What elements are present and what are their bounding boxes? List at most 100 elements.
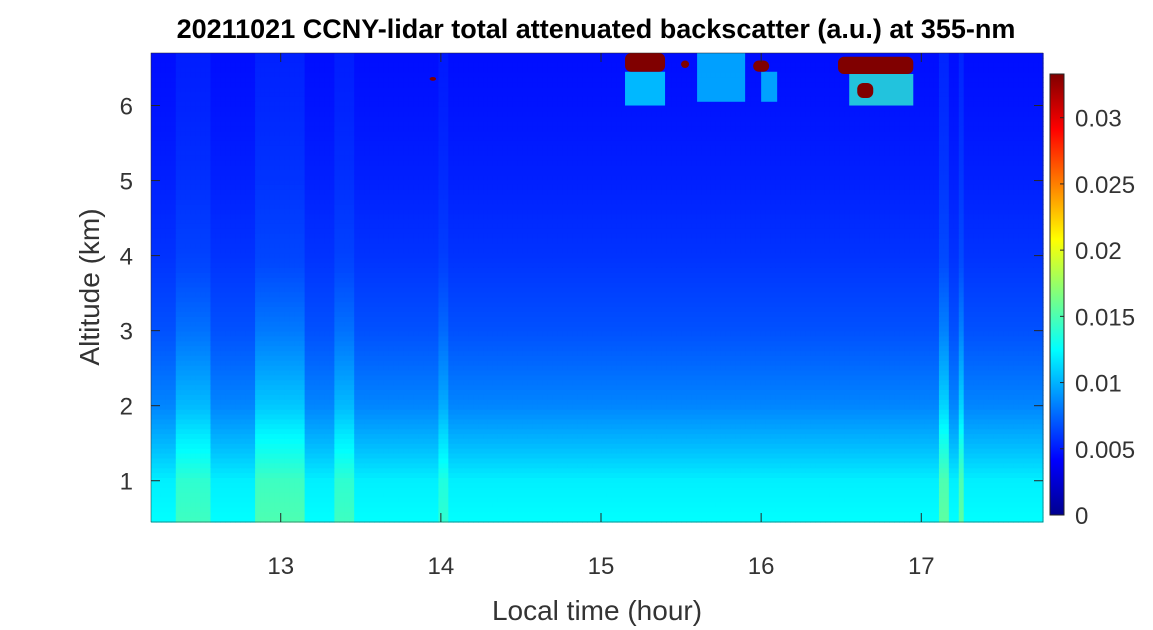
heatmap-cell (572, 57, 578, 64)
heatmap-cell (691, 126, 697, 132)
heatmap-cell (562, 53, 568, 59)
heatmap-cell (433, 116, 440, 122)
heatmap-cell (710, 106, 717, 113)
heatmap-cell (473, 155, 479, 162)
heatmap-cell (839, 87, 846, 93)
heatmap-cell (810, 126, 816, 132)
heatmap-cell (547, 150, 553, 157)
heatmap-cell (443, 160, 449, 166)
heatmap-cell (205, 140, 212, 147)
heatmap-cell (497, 106, 504, 113)
heatmap-cell (205, 62, 212, 69)
heatmap-cell (696, 131, 702, 137)
heatmap-cell (344, 175, 350, 181)
heatmap-cell (507, 67, 514, 74)
heatmap-cell (180, 72, 187, 79)
heatmap-cell (785, 72, 791, 79)
heatmap-cell (458, 184, 464, 191)
heatmap-cell (1008, 145, 1014, 152)
heatmap-cell (284, 160, 291, 166)
heatmap-cell (557, 140, 563, 147)
heatmap-cell (948, 136, 955, 142)
heatmap-cell (592, 140, 598, 147)
heatmap-cell (304, 165, 311, 171)
heatmap-cell (775, 121, 781, 127)
heatmap-cell (319, 111, 326, 118)
heatmap-cell (175, 140, 182, 147)
heatmap-cell (160, 165, 167, 171)
heatmap-cell (710, 131, 717, 137)
heatmap-cell (715, 106, 722, 113)
heatmap-cell (269, 53, 276, 59)
heatmap-cell (582, 180, 588, 186)
heatmap-cell (780, 131, 786, 137)
heatmap-cell (393, 126, 400, 132)
heatmap-cell (676, 150, 682, 157)
heatmap-cell (1008, 116, 1014, 122)
heatmap-cell (547, 57, 553, 64)
heatmap-cell (611, 121, 618, 127)
heatmap-cell (383, 175, 390, 181)
heatmap-cell (924, 111, 930, 118)
heatmap-cell (478, 126, 484, 132)
heatmap-cell (473, 57, 479, 64)
heatmap-cell (666, 126, 672, 132)
heatmap-cell (740, 111, 747, 118)
heatmap-cell (681, 165, 687, 171)
heatmap-cell (279, 92, 286, 98)
heatmap-cell (537, 140, 544, 147)
heatmap-cell (527, 175, 534, 181)
heatmap-cell (715, 101, 722, 108)
heatmap-cell (676, 67, 682, 74)
heatmap-cell (988, 77, 995, 83)
heatmap-cell (334, 82, 340, 88)
heatmap-cell (225, 170, 231, 176)
heatmap-cell (686, 170, 692, 176)
heatmap-cell (369, 57, 375, 64)
heatmap-cell (403, 96, 410, 103)
heatmap-cell (155, 57, 162, 64)
heatmap-cell (374, 126, 380, 132)
heatmap-cell (621, 145, 628, 152)
heatmap-cell (874, 106, 881, 113)
heatmap-cell (606, 150, 613, 157)
heatmap-cell (309, 116, 316, 122)
heatmap-cell (250, 136, 256, 142)
heatmap-cell (929, 131, 935, 137)
heatmap-cell (284, 96, 291, 103)
heatmap-cell (473, 92, 479, 98)
heatmap-cell (220, 53, 226, 59)
heatmap-cell (661, 180, 667, 186)
heatmap-cell (195, 101, 202, 108)
heatmap-cell (820, 77, 826, 83)
heatmap-cell (483, 140, 489, 147)
heatmap-cell (378, 92, 385, 98)
heatmap-cell (829, 96, 836, 103)
heatmap-cell (839, 145, 846, 152)
heatmap-cell (1023, 57, 1029, 64)
heatmap-cell (651, 126, 658, 132)
heatmap-cell (849, 145, 856, 152)
heatmap-cell (983, 145, 990, 152)
heatmap-cell (507, 57, 514, 64)
heatmap-cell (800, 111, 806, 118)
heatmap-cell (299, 82, 306, 88)
heatmap-cell (349, 53, 355, 59)
heatmap-cell (735, 155, 742, 162)
heatmap-cell (378, 62, 385, 69)
heatmap-cell (933, 170, 940, 176)
heatmap-cell (661, 170, 667, 176)
heatmap-cell (428, 145, 435, 152)
heatmap-cell (765, 145, 772, 152)
heatmap-cell (601, 145, 608, 152)
heatmap-cell (720, 150, 727, 157)
heatmap-cell (279, 121, 286, 127)
heatmap-cell (165, 165, 172, 171)
heatmap-cell (651, 175, 658, 181)
heatmap-cell (943, 111, 950, 118)
heatmap-cell (329, 77, 335, 83)
heatmap-cell (701, 116, 707, 122)
heatmap-cell (552, 53, 558, 59)
heatmap-cell (824, 116, 831, 122)
heatmap-cell (359, 180, 365, 186)
